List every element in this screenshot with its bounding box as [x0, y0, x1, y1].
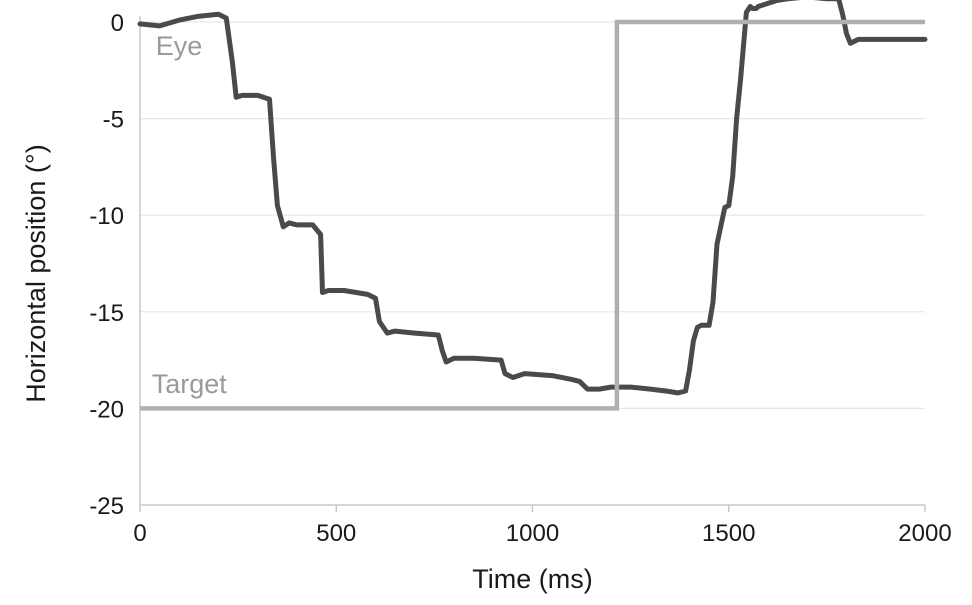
x-tick-label-1000: 1000	[506, 520, 559, 547]
axes	[139, 16, 926, 512]
y-tick-label--5: -5	[103, 107, 124, 134]
y-tick-label--25: -25	[89, 493, 124, 520]
x-tick-label-1500: 1500	[702, 520, 755, 547]
y-tick-label--15: -15	[89, 300, 124, 327]
series-line-target	[140, 19, 925, 411]
y-tick-label--20: -20	[89, 396, 124, 423]
y-axis-title: Horizontal position (°)	[21, 144, 51, 402]
series-label-eye: Eye	[156, 31, 203, 61]
series-label-target: Target	[152, 369, 228, 399]
labels: 0 -5 -10 -15 -20 -25 0 500 1000 1500 2000 Eye Target	[89, 10, 951, 547]
x-axis-title: Time (ms)	[472, 564, 592, 594]
y-tick-label-0: 0	[111, 10, 124, 37]
y-tick-label--10: -10	[89, 203, 124, 230]
x-tick-label-500: 500	[316, 520, 356, 547]
gridlines	[140, 21, 925, 409]
x-tick-label-0: 0	[133, 520, 146, 547]
x-tick-label-2000: 2000	[898, 520, 951, 547]
series-layer	[137, 0, 928, 411]
series-line-eye	[137, 0, 928, 396]
